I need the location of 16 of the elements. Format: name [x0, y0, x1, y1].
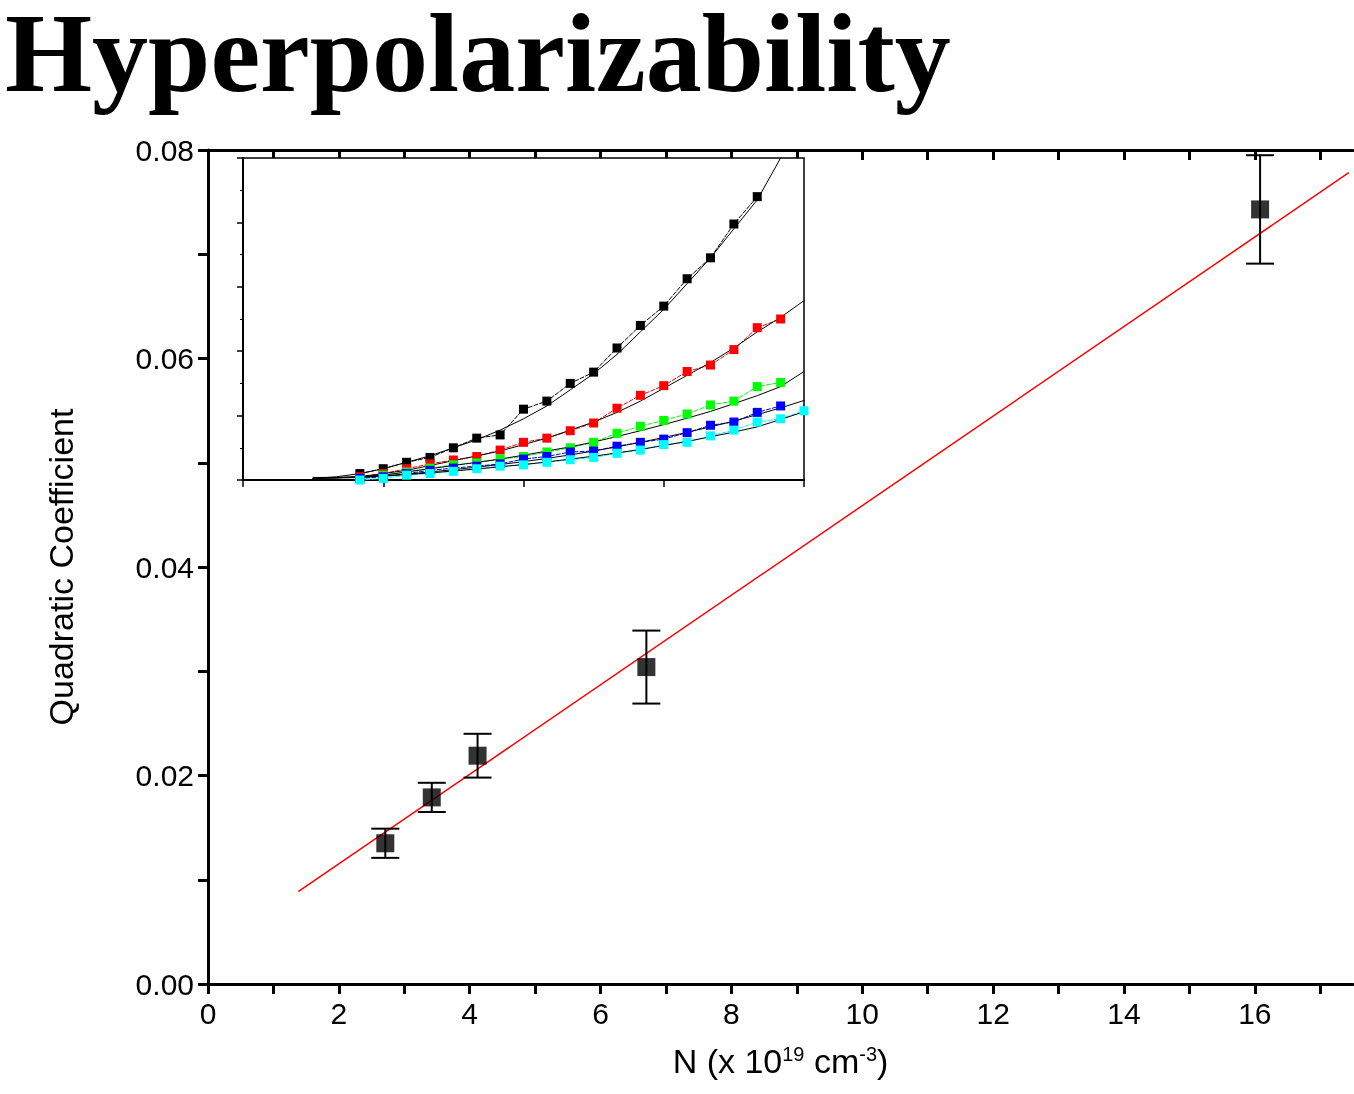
x-tick-label: 0	[199, 996, 217, 1030]
x-tick-label: 12	[976, 996, 1010, 1030]
y-tick-label: 0.04	[135, 550, 194, 584]
x-tick-label: 16	[1238, 996, 1272, 1030]
y-axis-title: Quadratic Coefficient	[42, 408, 80, 726]
chart-title: Hyperpolarizability	[5, 0, 951, 115]
x-tick-label: 6	[592, 996, 609, 1030]
x-tick-label: 8	[723, 996, 740, 1030]
y-tick-label: 0.02	[135, 759, 194, 792]
x-tick-label: 10	[845, 996, 879, 1030]
y-tick-label: 0.00	[135, 967, 194, 1001]
y-tick-label: 0.06	[135, 342, 194, 375]
x-tick-label: 14	[1107, 996, 1141, 1030]
x-tick-label: 2	[330, 996, 348, 1030]
y-tick-label: 0.08	[135, 133, 194, 167]
x-tick-label: 4	[461, 996, 479, 1030]
